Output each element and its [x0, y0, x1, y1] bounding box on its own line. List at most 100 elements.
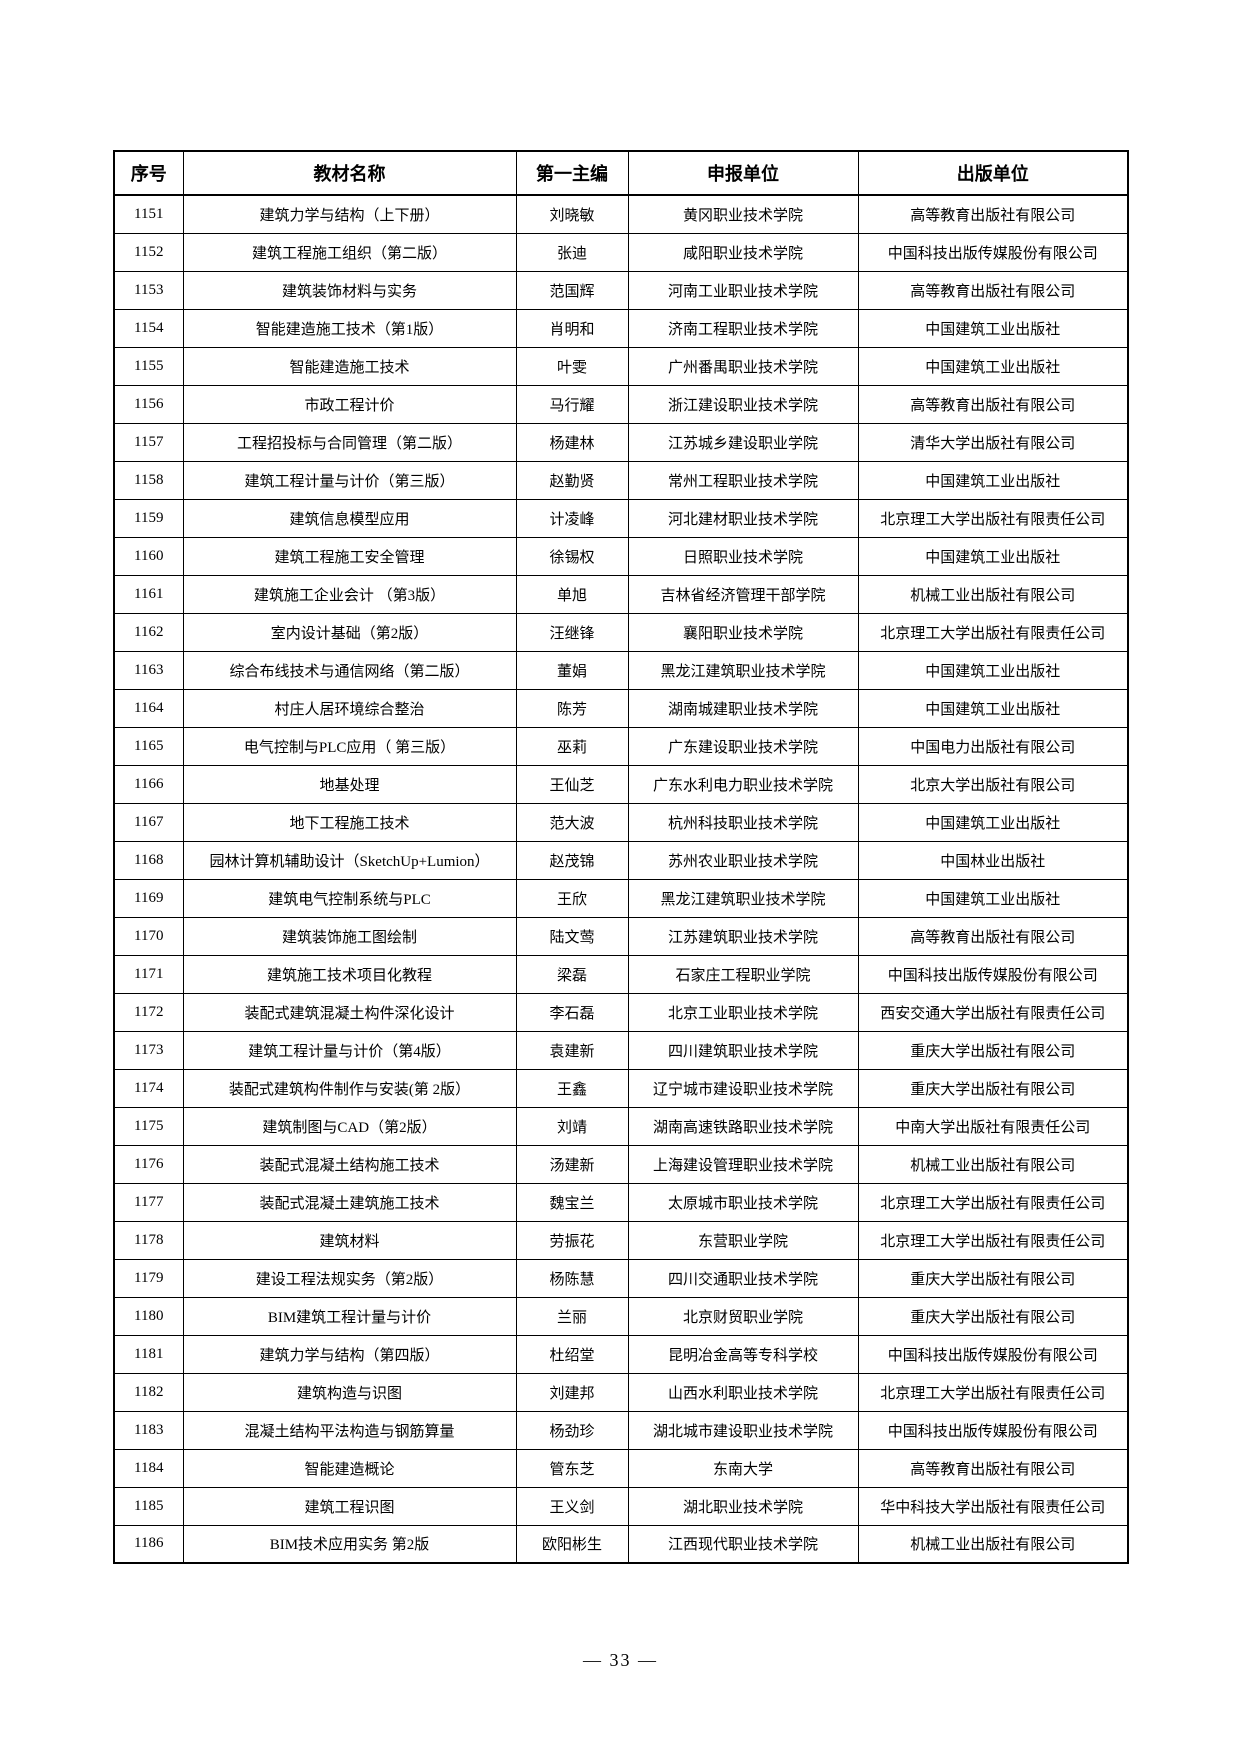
cell-applicant: 广东建设职业技术学院 [627, 726, 859, 766]
cell-serial: 1162 [113, 612, 184, 652]
cell-title: 建设工程法规实务（第2版） [182, 1258, 517, 1298]
cell-serial: 1176 [113, 1144, 184, 1184]
cell-serial: 1173 [113, 1030, 184, 1070]
cell-title: 装配式混凝土建筑施工技术 [182, 1182, 517, 1222]
cell-publisher: 北京理工大学出版社有限责任公司 [857, 1220, 1129, 1260]
cell-applicant: 襄阳职业技术学院 [627, 612, 859, 652]
column-header-title: 教材名称 [182, 150, 517, 196]
cell-publisher: 西安交通大学出版社有限责任公司 [857, 992, 1129, 1032]
table-row: 1166 地基处理 王仙芝 广东水利电力职业技术学院 北京大学出版社有限公司 [113, 764, 1129, 804]
cell-applicant: 北京工业职业技术学院 [627, 992, 859, 1032]
cell-publisher: 高等教育出版社有限公司 [857, 270, 1129, 310]
cell-editor: 杨陈慧 [515, 1258, 629, 1298]
table-body: 1151 建筑力学与结构（上下册） 刘晓敏 黄冈职业技术学院 高等教育出版社有限公司 11… [113, 194, 1129, 1564]
cell-applicant: 四川建筑职业技术学院 [627, 1030, 859, 1070]
cell-applicant: 上海建设管理职业技术学院 [627, 1144, 859, 1184]
cell-serial: 1153 [113, 270, 184, 310]
cell-editor: 徐锡权 [515, 536, 629, 576]
cell-editor: 叶雯 [515, 346, 629, 386]
cell-editor: 杨劲珍 [515, 1410, 629, 1450]
cell-serial: 1169 [113, 878, 184, 918]
cell-publisher: 中南大学出版社有限责任公司 [857, 1106, 1129, 1146]
table-row: 1153 建筑装饰材料与实务 范国辉 河南工业职业技术学院 高等教育出版社有限公司 [113, 270, 1129, 310]
cell-applicant: 北京财贸职业学院 [627, 1296, 859, 1336]
cell-editor: 刘晓敏 [515, 194, 629, 234]
cell-serial: 1160 [113, 536, 184, 576]
cell-applicant: 江苏建筑职业技术学院 [627, 916, 859, 956]
cell-title: 市政工程计价 [182, 384, 517, 424]
cell-serial: 1175 [113, 1106, 184, 1146]
table-row: 1165 电气控制与PLC应用（ 第三版） 巫莉 广东建设职业技术学院 中国电力出版社有… [113, 726, 1129, 766]
cell-applicant: 苏州农业职业技术学院 [627, 840, 859, 880]
cell-serial: 1152 [113, 232, 184, 272]
cell-publisher: 中国建筑工业出版社 [857, 650, 1129, 690]
cell-title: 建筑工程施工组织（第二版） [182, 232, 517, 272]
cell-editor: 刘建邦 [515, 1372, 629, 1412]
cell-editor: 欧阳彬生 [515, 1524, 629, 1564]
table-row: 1176 装配式混凝土结构施工技术 汤建新 上海建设管理职业技术学院 机械工业出版社有限… [113, 1144, 1129, 1184]
cell-editor: 计凌峰 [515, 498, 629, 538]
cell-publisher: 中国科技出版传媒股份有限公司 [857, 954, 1129, 994]
cell-publisher: 中国建筑工业出版社 [857, 346, 1129, 386]
cell-serial: 1171 [113, 954, 184, 994]
cell-applicant: 湖南城建职业技术学院 [627, 688, 859, 728]
table-row: 1158 建筑工程计量与计价（第三版） 赵勤贤 常州工程职业技术学院 中国建筑工业出版社 [113, 460, 1129, 500]
cell-editor: 巫莉 [515, 726, 629, 766]
cell-applicant: 江苏城乡建设职业学院 [627, 422, 859, 462]
table-row: 1152 建筑工程施工组织（第二版） 张迪 咸阳职业技术学院 中国科技出版传媒股份有限公… [113, 232, 1129, 272]
cell-editor: 杨建林 [515, 422, 629, 462]
cell-publisher: 中国建筑工业出版社 [857, 688, 1129, 728]
cell-publisher: 中国科技出版传媒股份有限公司 [857, 232, 1129, 272]
cell-editor: 汤建新 [515, 1144, 629, 1184]
cell-applicant: 辽宁城市建设职业技术学院 [627, 1068, 859, 1108]
table-row: 1154 智能建造施工技术（第1版） 肖明和 济南工程职业技术学院 中国建筑工业出版社 [113, 308, 1129, 348]
table-row: 1160 建筑工程施工安全管理 徐锡权 日照职业技术学院 中国建筑工业出版社 [113, 536, 1129, 576]
cell-publisher: 北京理工大学出版社有限责任公司 [857, 612, 1129, 652]
cell-editor: 王义剑 [515, 1486, 629, 1526]
cell-title: 电气控制与PLC应用（ 第三版） [182, 726, 517, 766]
cell-applicant: 常州工程职业技术学院 [627, 460, 859, 500]
cell-title: 建筑力学与结构（上下册） [182, 194, 517, 234]
cell-title: 综合布线技术与通信网络（第二版） [182, 650, 517, 690]
cell-title: 建筑施工技术项目化教程 [182, 954, 517, 994]
table-header-row: 序号 教材名称 第一主编 申报单位 出版单位 [113, 150, 1129, 196]
table-row: 1180 BIM建筑工程计量与计价 兰丽 北京财贸职业学院 重庆大学出版社有限公司 [113, 1296, 1129, 1336]
cell-publisher: 重庆大学出版社有限公司 [857, 1258, 1129, 1298]
cell-publisher: 北京理工大学出版社有限责任公司 [857, 498, 1129, 538]
cell-applicant: 吉林省经济管理干部学院 [627, 574, 859, 614]
cell-publisher: 清华大学出版社有限公司 [857, 422, 1129, 462]
cell-editor: 董娟 [515, 650, 629, 690]
cell-publisher: 高等教育出版社有限公司 [857, 1448, 1129, 1488]
cell-editor: 魏宝兰 [515, 1182, 629, 1222]
cell-serial: 1183 [113, 1410, 184, 1450]
cell-editor: 王仙芝 [515, 764, 629, 804]
cell-editor: 陆文莺 [515, 916, 629, 956]
cell-title: BIM建筑工程计量与计价 [182, 1296, 517, 1336]
cell-serial: 1158 [113, 460, 184, 500]
cell-title: 混凝土结构平法构造与钢筋算量 [182, 1410, 517, 1450]
cell-publisher: 高等教育出版社有限公司 [857, 194, 1129, 234]
cell-title: 园林计算机辅助设计（SketchUp+Lumion） [182, 840, 517, 880]
cell-publisher: 北京理工大学出版社有限责任公司 [857, 1372, 1129, 1412]
cell-editor: 单旭 [515, 574, 629, 614]
cell-title: 工程招投标与合同管理（第二版） [182, 422, 517, 462]
cell-applicant: 咸阳职业技术学院 [627, 232, 859, 272]
table-row: 1167 地下工程施工技术 范大波 杭州科技职业技术学院 中国建筑工业出版社 [113, 802, 1129, 842]
cell-publisher: 高等教育出版社有限公司 [857, 384, 1129, 424]
cell-serial: 1172 [113, 992, 184, 1032]
cell-applicant: 四川交通职业技术学院 [627, 1258, 859, 1298]
cell-applicant: 黑龙江建筑职业技术学院 [627, 650, 859, 690]
cell-publisher: 中国科技出版传媒股份有限公司 [857, 1334, 1129, 1374]
cell-editor: 王鑫 [515, 1068, 629, 1108]
table-row: 1155 智能建造施工技术 叶雯 广州番禺职业技术学院 中国建筑工业出版社 [113, 346, 1129, 386]
cell-editor: 管东芝 [515, 1448, 629, 1488]
cell-title: 装配式建筑混凝土构件深化设计 [182, 992, 517, 1032]
table-row: 1173 建筑工程计量与计价（第4版） 袁建新 四川建筑职业技术学院 重庆大学出版社有限… [113, 1030, 1129, 1070]
cell-title: 建筑工程计量与计价（第三版） [182, 460, 517, 500]
table-row: 1164 村庄人居环境综合整治 陈芳 湖南城建职业技术学院 中国建筑工业出版社 [113, 688, 1129, 728]
cell-applicant: 湖北城市建设职业技术学院 [627, 1410, 859, 1450]
cell-serial: 1159 [113, 498, 184, 538]
cell-publisher: 重庆大学出版社有限公司 [857, 1296, 1129, 1336]
cell-publisher: 中国建筑工业出版社 [857, 308, 1129, 348]
cell-serial: 1155 [113, 346, 184, 386]
